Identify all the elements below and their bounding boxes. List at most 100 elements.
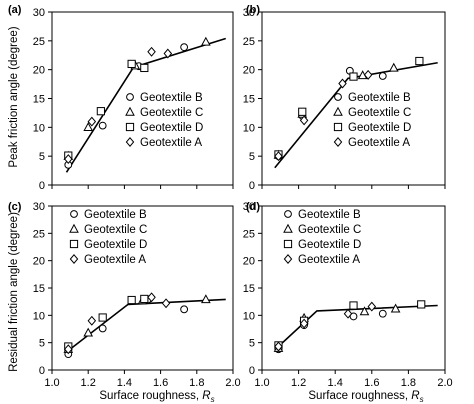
panel-tag: (a)	[8, 4, 22, 16]
data-point-diamond	[147, 292, 156, 303]
data-point-square	[140, 294, 149, 304]
panel-tag: (b)	[246, 4, 260, 16]
x-tick-label: 1.2	[81, 377, 96, 389]
x-tick-label: 1.6	[364, 377, 379, 389]
x-axis-title-left-sub: s	[211, 395, 215, 404]
legend-marker-triangle	[125, 106, 135, 116]
legend-marker-circle	[284, 210, 292, 218]
y-tick-label: 0	[249, 365, 255, 377]
y-tick-label: 10	[33, 310, 45, 322]
legend-marker-circle	[334, 93, 342, 101]
data-point-diamond	[161, 298, 171, 309]
data-point-triangle	[83, 327, 94, 337]
y-tick-label: 15	[243, 283, 255, 295]
y-tick-label: 25	[33, 36, 45, 48]
y-tick-label: 25	[243, 36, 255, 48]
data-point-diamond	[64, 154, 73, 165]
data-point-triangle	[201, 36, 211, 46]
x-axis-title-right-text: Surface roughness,	[308, 390, 411, 402]
data-point-diamond	[367, 301, 377, 312]
legend-marker-circle	[126, 93, 134, 101]
x-tick-label: 1.8	[401, 377, 416, 389]
data-point-triangle	[388, 62, 399, 72]
panel-d: 1.0 1.2 1.4 1.6 1.8 2.0 0 5 10 15 20 25 30(d) Geotext…	[243, 201, 453, 389]
x-axis-title-right-symbol: R	[411, 390, 419, 402]
panels-layer: 0 5 10 15 20 25 30 (a) Geotextile B Geotextile C G…	[8, 4, 453, 389]
legend-label: Geotextile A	[140, 137, 202, 149]
panel-tag: (c)	[8, 201, 22, 213]
data-point-circle	[180, 43, 189, 52]
legend-marker-diamond	[283, 254, 293, 264]
panel-c: 1.0 1.2 1.4 1.6 1.8 2.0 0 5 10 15 20 25 30 (c) Geotext…	[8, 201, 241, 389]
y-axis-title-peak: Peak friction angle (degree)	[8, 26, 20, 167]
legend-marker-square	[69, 239, 79, 249]
legend-label: Geotextile B	[140, 92, 203, 104]
data-point-diamond	[147, 46, 156, 57]
y-tick-label: 0	[39, 365, 45, 377]
data-point-diamond	[163, 48, 173, 59]
legend-label: Geotextile B	[298, 209, 361, 221]
data-point-square	[96, 107, 105, 116]
legend-marker-square	[333, 122, 343, 132]
data-point-circle	[180, 305, 189, 314]
data-point-diamond	[299, 318, 309, 329]
y-tick-label: 30	[33, 7, 45, 19]
y-tick-label: 20	[243, 256, 255, 268]
legend-label: Geotextile C	[84, 224, 147, 236]
x-axis-title-right-sub: s	[420, 395, 424, 404]
x-tick-label: 1.2	[291, 377, 306, 389]
data-point-diamond	[343, 308, 353, 319]
data-point-diamond	[338, 78, 347, 89]
data-point-triangle	[390, 303, 401, 313]
y-tick-label: 5	[39, 151, 45, 163]
x-tick-label: 1.4	[328, 377, 343, 389]
x-tick-label: 1.4	[117, 377, 132, 389]
y-tick-label: 15	[243, 94, 255, 106]
y-tick-label: 0	[39, 180, 45, 192]
data-point-square	[127, 59, 136, 68]
legend-label: Geotextile D	[140, 122, 203, 134]
legend-label: Geotextile B	[348, 92, 411, 104]
x-axis-title-left-text: Surface roughness,	[99, 390, 202, 402]
data-point-circle	[98, 121, 107, 130]
y-tick-label: 30	[33, 201, 45, 213]
x-tick-label: 1.8	[189, 377, 204, 389]
data-point-circle	[378, 309, 387, 318]
y-axis-title-residual: Residual friction angle (degree)	[8, 212, 20, 372]
y-tick-label: 10	[243, 122, 255, 134]
y-tick-label: 5	[39, 338, 45, 350]
data-point-square	[127, 295, 136, 305]
y-tick-label: 5	[249, 338, 255, 350]
data-point-diamond	[87, 116, 97, 127]
x-tick-label: 1.6	[153, 377, 168, 389]
data-point-diamond	[299, 115, 309, 126]
x-axis-title-left-symbol: R	[202, 390, 210, 402]
data-point-diamond	[274, 341, 283, 352]
y-tick-label: 30	[243, 7, 255, 19]
data-point-triangle	[83, 122, 94, 132]
y-tick-label: 10	[243, 310, 255, 322]
legend-marker-square	[125, 122, 135, 132]
y-tick-label: 25	[243, 228, 255, 240]
legend-label: Geotextile D	[348, 122, 411, 134]
y-tick-label: 20	[243, 65, 255, 77]
legend-marker-triangle	[69, 223, 79, 233]
legend-marker-square	[283, 239, 293, 249]
y-tick-label: 20	[33, 256, 45, 268]
fit-line	[65, 37, 226, 173]
x-tick-label: 2.0	[225, 377, 240, 389]
x-axis-title-left: Surface roughness, Rs	[99, 390, 214, 404]
legend-label: Geotextile C	[298, 224, 361, 236]
data-point-triangle	[201, 294, 211, 304]
y-tick-label: 10	[33, 122, 45, 134]
legend-label: Geotextile D	[84, 239, 147, 251]
panel-b: 0 5 10 15 20 25 30(b) Geotextile B Geotextile C G…	[243, 4, 446, 192]
panel-a: 0 5 10 15 20 25 30 (a) Geotextile B Geotextile C G…	[8, 4, 234, 192]
data-point-diamond	[363, 69, 373, 80]
legend-label: Geotextile C	[140, 107, 203, 119]
data-point-square	[140, 63, 149, 73]
legend-marker-diamond	[69, 254, 79, 264]
legend-label: Geotextile C	[348, 107, 411, 119]
y-tick-label: 0	[249, 180, 255, 192]
